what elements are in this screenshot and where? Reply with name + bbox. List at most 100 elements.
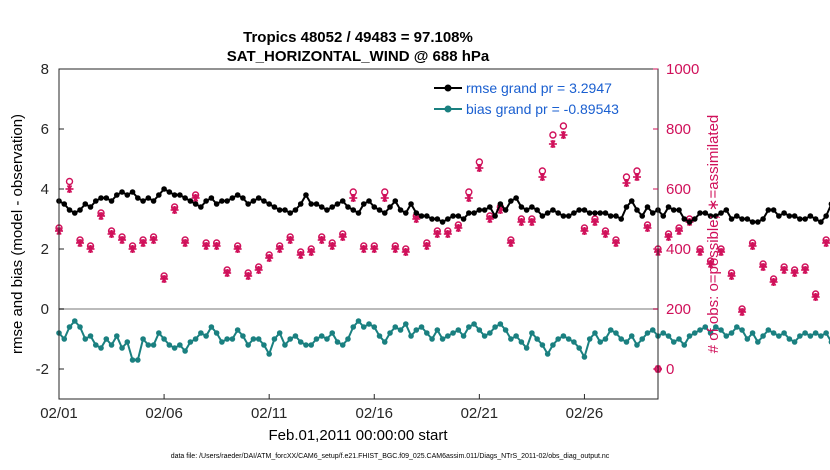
rmse-series-point xyxy=(508,198,514,204)
bias-series-point xyxy=(728,330,735,336)
rmse-series-point xyxy=(791,213,798,219)
bias-series-point xyxy=(276,330,283,336)
obs-assimilated-marker xyxy=(149,236,158,244)
rmse-series-point xyxy=(87,204,94,210)
bias-series-point xyxy=(87,333,94,339)
obs-assimilated-marker xyxy=(128,245,137,253)
rmse-series-point xyxy=(208,195,215,201)
bias-series-point xyxy=(77,324,83,330)
rmse-series-point xyxy=(676,207,682,213)
obs-assimilated-marker xyxy=(538,173,547,181)
rmse-series-point xyxy=(408,201,414,207)
obs-assimilated-marker xyxy=(307,248,316,256)
obs-assimilated-marker xyxy=(160,275,169,283)
bias-series-point xyxy=(681,342,688,348)
bias-series-point xyxy=(413,327,420,333)
rmse-series-point xyxy=(623,204,630,210)
rmse-series-point xyxy=(434,216,441,222)
legend-box xyxy=(430,75,656,119)
x-axis-ticks: 02/01 02/06 02/11 02/16 02/21 02/26 xyxy=(40,394,603,422)
bias-series-point xyxy=(350,324,357,330)
bias-series-point xyxy=(513,333,519,339)
rmse-series-point xyxy=(560,213,567,219)
obs-assimilated-marker xyxy=(454,224,463,232)
bias-series-point xyxy=(145,342,152,348)
bias-series-point xyxy=(660,330,667,336)
obs-assimilated-marker xyxy=(548,140,557,148)
rmse-series-point xyxy=(92,198,99,204)
bias-series-point xyxy=(639,336,646,342)
rmse-series-point xyxy=(203,198,209,204)
bias-series-point xyxy=(755,339,761,345)
rmse-series-point xyxy=(586,210,593,216)
bias-series-point xyxy=(113,333,120,339)
legend: rmse grand pr = 3.2947 bias grand pr = -… xyxy=(430,75,656,119)
rmse-series-point xyxy=(602,210,609,216)
bias-series-point xyxy=(565,336,572,342)
rmse-series-point xyxy=(639,213,646,219)
bias-series-point xyxy=(135,357,141,363)
rmse-series-point xyxy=(749,219,756,225)
bias-series-point xyxy=(818,333,824,339)
bias-series-point xyxy=(555,336,561,342)
rmse-series-point xyxy=(565,213,572,219)
obs-assimilated-marker xyxy=(611,239,620,247)
rmse-series-point xyxy=(487,204,493,210)
bias-series-point xyxy=(586,336,593,342)
obs-assimilated-marker xyxy=(464,194,473,202)
bias-series-point xyxy=(481,333,488,339)
rmse-series-point xyxy=(350,207,357,213)
rmse-series-point xyxy=(523,207,530,213)
rmse-series-point xyxy=(177,192,183,198)
rmse-series-point xyxy=(613,213,619,219)
rmse-series-point xyxy=(224,198,230,204)
bias-series-point xyxy=(255,336,262,342)
rmse-series-point xyxy=(135,195,141,201)
bias-series-point xyxy=(466,324,472,330)
bias-series-point xyxy=(707,330,714,336)
obs-assimilated-marker xyxy=(790,269,799,277)
bias-series-point xyxy=(634,342,640,348)
rmse-series-point xyxy=(355,210,362,216)
obs-assimilated-marker xyxy=(769,278,778,286)
rmse-series-point xyxy=(571,210,577,216)
rmse-series-point xyxy=(744,216,751,222)
rmse-series-point xyxy=(271,204,278,210)
rmse-series-point xyxy=(387,204,393,210)
rmse-series-point xyxy=(665,204,672,210)
obs-assimilated-marker xyxy=(706,260,715,268)
bias-series-point xyxy=(471,321,477,327)
bias-series-point xyxy=(649,327,656,333)
bias-series-point xyxy=(240,333,246,339)
bias-series-point xyxy=(213,330,220,336)
rmse-series-point xyxy=(818,219,824,225)
rmse-series-point xyxy=(802,216,808,222)
rmse-series-point xyxy=(702,210,709,216)
obs-assimilated-marker xyxy=(675,227,684,235)
rmse-series-point xyxy=(544,210,551,216)
bias-series-point xyxy=(670,339,677,345)
rmse-series-point xyxy=(439,219,446,225)
bias-series-point xyxy=(156,330,162,336)
bias-series-point xyxy=(597,339,604,345)
bias-series-point xyxy=(581,354,588,360)
bias-series-point xyxy=(476,327,483,333)
bias-series-point xyxy=(723,333,730,339)
bias-series-point xyxy=(282,342,288,348)
right-tick-label: 0 xyxy=(666,361,674,378)
obs-assimilated-marker xyxy=(86,245,95,253)
bias-series-point xyxy=(665,333,672,339)
x-tick-label: 02/21 xyxy=(461,405,499,422)
bias-series-point xyxy=(103,336,110,342)
rmse-series-point xyxy=(371,204,378,210)
rmse-series-point xyxy=(429,216,435,222)
bias-series-point xyxy=(702,324,709,330)
rmse-series-point xyxy=(402,210,409,216)
rmse-series-point xyxy=(445,216,451,222)
rmse-series-point xyxy=(555,210,561,216)
bias-series-point xyxy=(287,336,293,342)
bias-series-point xyxy=(576,345,582,351)
rmse-series-point xyxy=(755,219,761,225)
bias-series-point xyxy=(150,342,157,348)
bias-series-point xyxy=(129,357,136,363)
